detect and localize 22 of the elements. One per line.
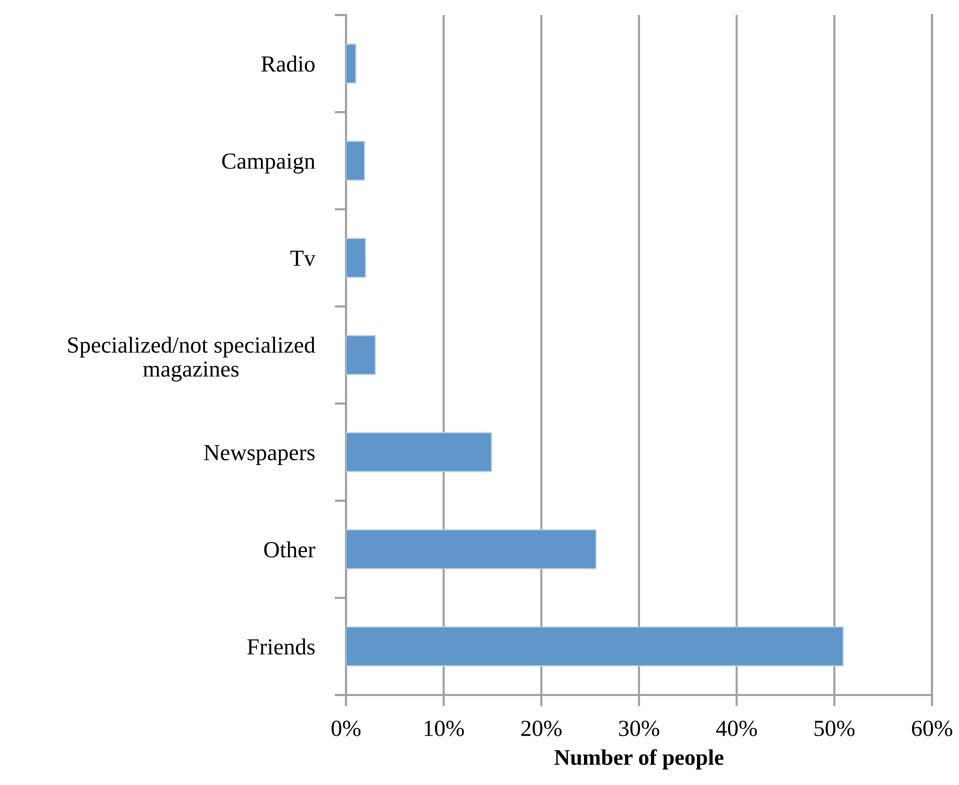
x-tick-label: 20% [521, 720, 562, 736]
y-tick-label: Radio [261, 56, 315, 72]
bar [346, 626, 844, 666]
x-axis-title: Number of people [554, 749, 724, 770]
x-tick-label: 0% [332, 720, 360, 736]
y-tick-label: Specialized/not specialized magazines [68, 336, 316, 382]
x-tick-label: 10% [424, 720, 464, 736]
x-tick-label: 50% [814, 720, 855, 736]
bar [346, 44, 356, 84]
y-tick-label: Other [264, 541, 316, 558]
bar [346, 140, 366, 181]
y-tick-label: Friends [247, 638, 315, 655]
x-tick-label: 30% [619, 720, 660, 736]
bar [346, 335, 376, 375]
y-tick-label: Newspapers [204, 445, 315, 465]
y-tick-label: Tv [290, 250, 316, 266]
bar [346, 238, 366, 278]
bar [346, 529, 597, 570]
x-tick-label: 60% [912, 720, 952, 736]
x-tick-label: 40% [716, 720, 757, 736]
bar [346, 432, 492, 472]
y-tick-label: Campaign [222, 153, 316, 174]
